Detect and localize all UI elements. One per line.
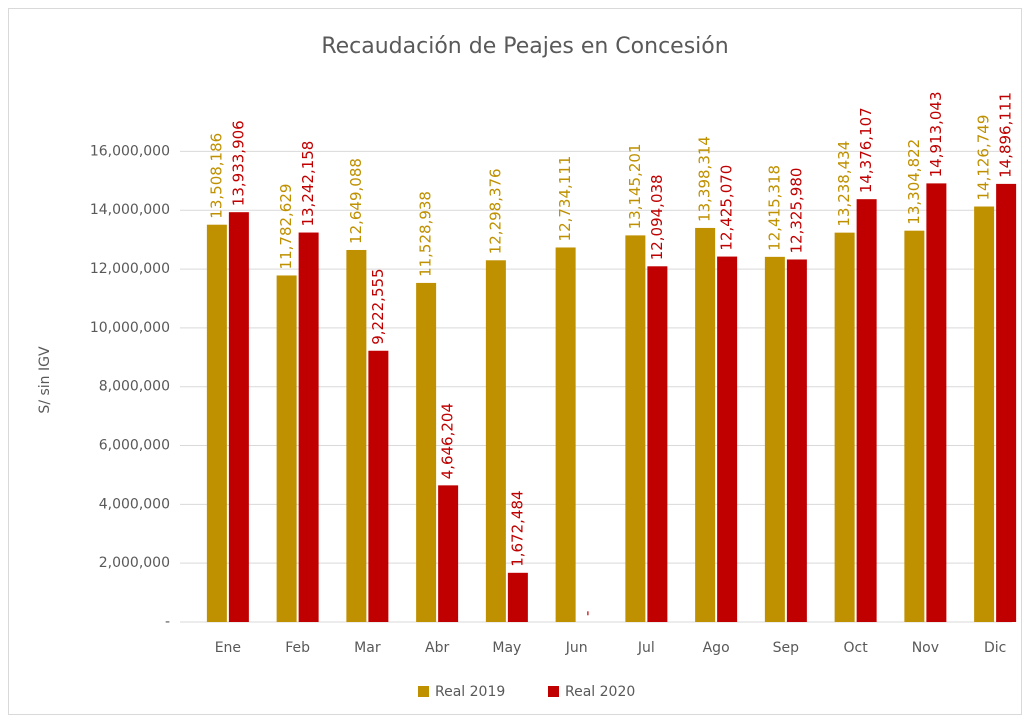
x-tick-label: Mar <box>354 640 381 656</box>
bar <box>368 350 389 622</box>
legend-label: Real 2020 <box>565 684 635 700</box>
value-label: 14,913,043 <box>927 92 945 178</box>
value-label: 11,528,938 <box>417 191 435 277</box>
bar <box>926 183 947 622</box>
y-tick-label: 14,000,000 <box>90 202 170 218</box>
value-label: - <box>578 611 596 616</box>
x-tick-label: Dic <box>984 640 1006 656</box>
value-label: 13,242,158 <box>299 141 317 227</box>
chart-title: Recaudación de Peajes en Concesión <box>321 34 728 59</box>
bar <box>717 256 738 622</box>
bar <box>276 275 297 622</box>
value-label: 12,415,318 <box>765 165 783 251</box>
value-label: 13,304,822 <box>905 139 923 225</box>
bar <box>416 282 437 622</box>
value-label: 4,646,204 <box>439 403 457 479</box>
y-axis-title: S/ sin IGV <box>37 346 53 414</box>
value-label: 1,672,484 <box>508 490 526 566</box>
value-label: 11,782,629 <box>277 184 295 270</box>
x-tick-label: Oct <box>844 640 869 656</box>
bar <box>974 206 995 623</box>
value-label: 13,508,186 <box>207 133 225 219</box>
bar <box>786 259 807 622</box>
y-tick-label: 2,000,000 <box>99 555 170 571</box>
y-tick-label: 16,000,000 <box>90 143 170 159</box>
x-tick-label: Jul <box>637 640 655 656</box>
bar <box>298 232 319 622</box>
bar <box>228 212 249 622</box>
y-tick-label: 10,000,000 <box>90 320 170 336</box>
value-label: 14,376,107 <box>857 107 875 193</box>
x-tick-label: Sep <box>773 640 800 656</box>
value-label: 13,238,434 <box>835 141 853 227</box>
y-tick-label: - <box>165 614 170 630</box>
value-label: 13,145,201 <box>626 143 644 229</box>
bar <box>856 199 877 622</box>
value-label: 12,094,038 <box>648 174 666 260</box>
x-tick-label: Ene <box>215 640 241 656</box>
bar <box>555 247 576 622</box>
bar <box>834 232 855 622</box>
x-tick-label: Ago <box>703 640 730 656</box>
bar <box>625 235 646 622</box>
value-label: 12,298,376 <box>486 168 504 254</box>
bar <box>485 260 506 622</box>
legend-swatch <box>548 686 559 697</box>
value-label: 14,126,749 <box>975 115 993 201</box>
bar <box>438 485 459 622</box>
y-tick-label: 12,000,000 <box>90 261 170 277</box>
bar <box>346 249 367 623</box>
value-label: 12,325,980 <box>787 168 805 254</box>
legend-label: Real 2019 <box>435 684 505 700</box>
x-tick-label: Feb <box>285 640 310 656</box>
x-tick-label: Jun <box>565 640 588 656</box>
y-tick-label: 4,000,000 <box>99 496 170 512</box>
value-label: 12,734,111 <box>556 156 574 242</box>
x-tick-label: Nov <box>912 640 939 656</box>
bar <box>507 572 528 622</box>
bar <box>206 224 227 623</box>
value-label: 12,425,070 <box>718 165 736 251</box>
y-tick-label: 8,000,000 <box>99 379 170 395</box>
value-label: 12,649,088 <box>347 158 365 244</box>
legend-swatch <box>418 686 429 697</box>
x-tick-label: May <box>492 640 521 656</box>
value-label: 14,896,111 <box>997 92 1015 178</box>
bar <box>647 266 668 622</box>
bar <box>764 256 785 622</box>
y-tick-label: 6,000,000 <box>99 438 170 454</box>
x-tick-label: Abr <box>425 640 449 656</box>
bar <box>904 230 925 622</box>
value-label: 13,398,314 <box>696 136 714 222</box>
value-label: 13,933,906 <box>229 120 247 206</box>
bar <box>996 183 1017 622</box>
bar <box>695 227 716 622</box>
value-label: 9,222,555 <box>369 268 387 344</box>
